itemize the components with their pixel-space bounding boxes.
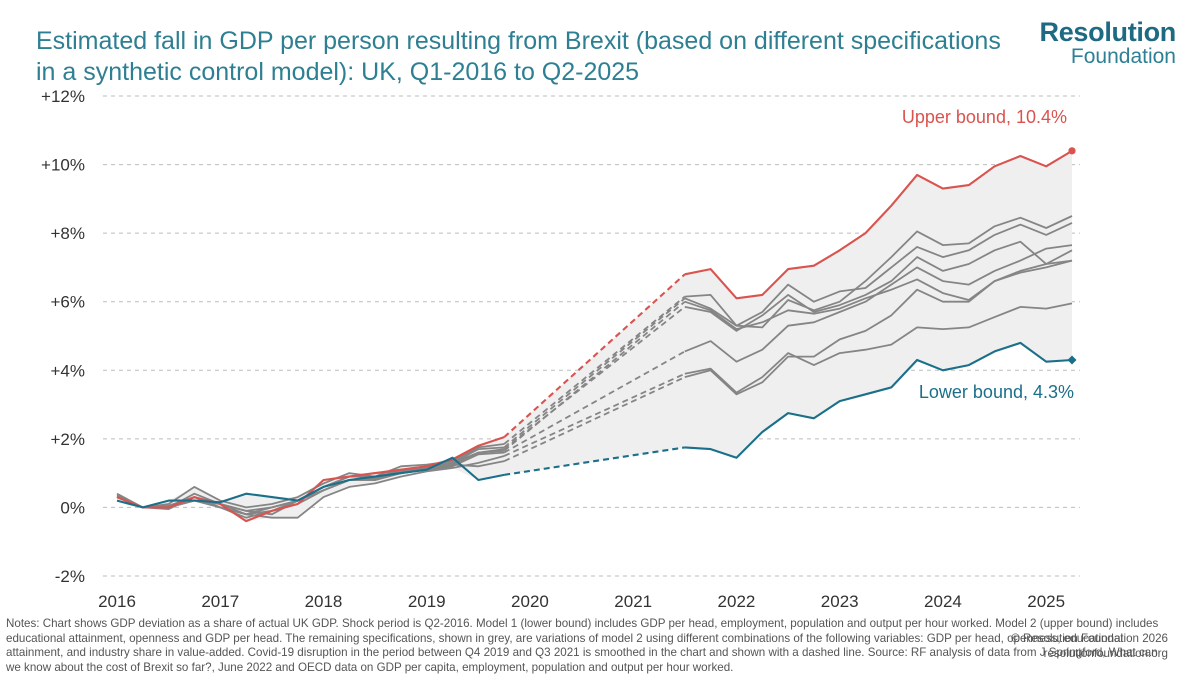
variant-3-line-post [684, 240, 1073, 332]
x-tick-label: 2023 [821, 592, 859, 611]
copyright-text: © Resolution Foundation 2026 [1011, 632, 1168, 645]
x-tick-label: 2022 [718, 592, 756, 611]
y-tick-label: +12% [41, 87, 85, 106]
variant-7-line-covid-gap [503, 376, 686, 462]
x-tick-label: 2016 [98, 592, 136, 611]
upper-bound-line-post [684, 149, 1073, 300]
chart-title: Estimated fall in GDP per person resulti… [36, 27, 1001, 86]
upper-bound-label: Upper bound, 10.4% [902, 107, 1067, 127]
y-tick-label: +8% [51, 224, 86, 243]
resolution-foundation-logo: Resolution Foundation [1040, 18, 1177, 68]
x-tick-label: 2021 [614, 592, 652, 611]
logo-word-foundation: Foundation [1070, 45, 1176, 68]
variant-4-line-covid-gap [503, 350, 686, 454]
x-tick-label: 2020 [511, 592, 549, 611]
upper-bound-line-covid-gap [503, 273, 686, 438]
chart-notes: Notes: Chart shows GDP deviation as a sh… [6, 617, 1159, 674]
logo-word-resolution: Resolution [1039, 17, 1177, 47]
copyright-block: © Resolution Foundation 2026 resolutionf… [1011, 632, 1168, 661]
variant-2-line-covid-gap [503, 297, 686, 449]
website-text: resolutionfoundation.org [1043, 646, 1168, 660]
x-tick-label: 2018 [305, 592, 343, 611]
variant-2-line-post [684, 222, 1073, 327]
x-tick-label: 2024 [924, 592, 962, 611]
y-tick-label: +2% [51, 430, 86, 449]
lower-bound-line-covid-gap [504, 446, 685, 476]
variant-5-line-covid-gap [503, 301, 686, 452]
series-lines [116, 147, 1077, 523]
variant-3-line-covid-gap [503, 306, 686, 450]
variant-6-line-pre [116, 455, 505, 519]
x-tick-label: 2025 [1027, 592, 1065, 611]
range-band-fill [117, 150, 1072, 522]
variant-6-line-covid-gap [503, 372, 686, 457]
y-tick-label: 0% [60, 498, 85, 517]
x-tick-label: 2017 [201, 592, 239, 611]
lower-bound-label: Lower bound, 4.3% [919, 382, 1074, 402]
variant-1-line-covid-gap [503, 295, 686, 445]
lower-bound-line-post [684, 341, 1073, 459]
line-chart: -2%0%+2%+4%+6%+8%+10%+12% 2016 2017 2018 20… [41, 87, 1080, 611]
x-axis: 2016 2017 2018 2019 2020 2021 2022 2023 2024 2025 [98, 592, 1065, 611]
y-tick-label: +10% [41, 156, 85, 175]
upper-bound-end-marker [1068, 147, 1076, 155]
variant-6-line-post [684, 302, 1073, 394]
y-tick-label: +6% [51, 293, 86, 312]
variant-7-line-post [684, 259, 1073, 396]
y-axis: -2% 0% +2% +4% +6% +8% +10% +12% [41, 87, 85, 586]
lower-bound-end-marker [1067, 355, 1077, 365]
y-tick-label: -2% [55, 567, 85, 586]
range-band [117, 150, 1072, 522]
annotations: Upper bound, 10.4% Lower bound, 4.3% [902, 107, 1074, 402]
y-tick-label: +4% [51, 361, 86, 380]
lower-bound-line-pre [116, 456, 505, 509]
x-tick-label: 2019 [408, 592, 446, 611]
